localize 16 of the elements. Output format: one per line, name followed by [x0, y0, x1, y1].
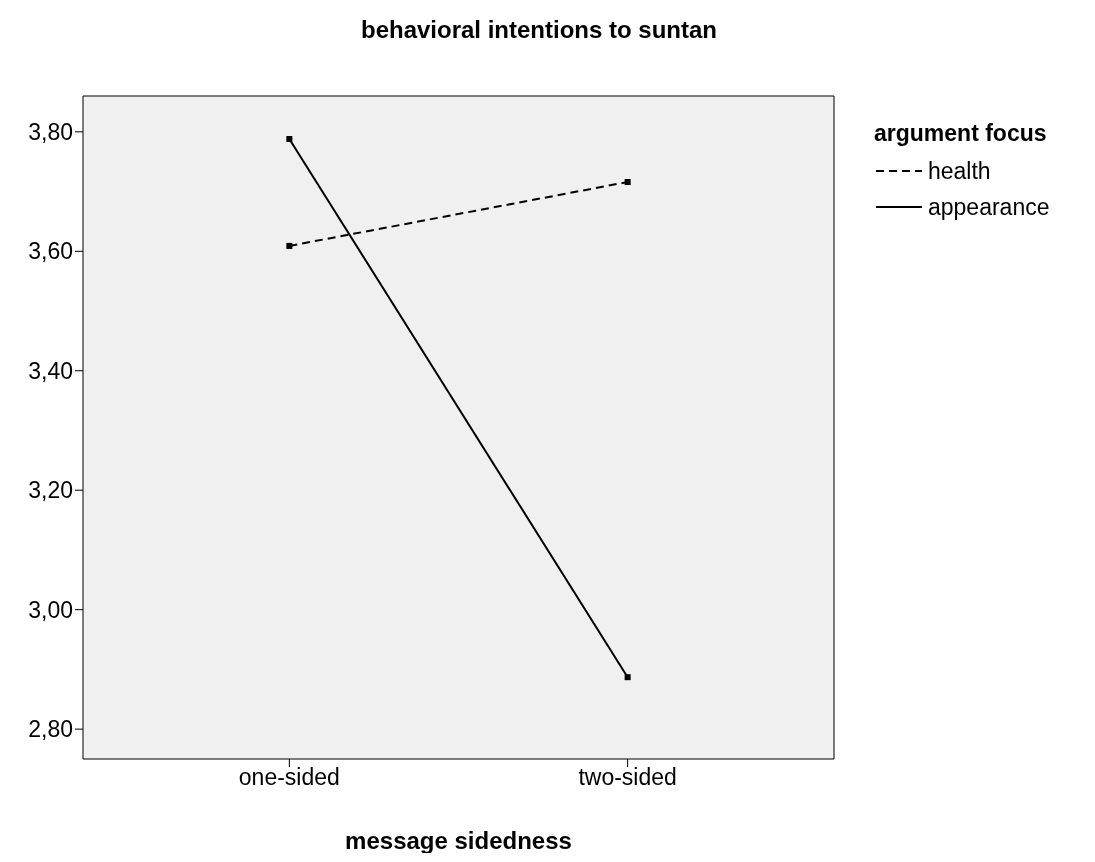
y-tick-label: 3,00	[28, 596, 73, 623]
point	[624, 179, 631, 186]
legend-title: argument focus	[874, 120, 1048, 147]
point	[624, 674, 631, 681]
chart-title: behavioral intentions to suntan	[360, 16, 718, 44]
y-tick-label: 3,20	[28, 477, 73, 504]
point	[286, 136, 293, 143]
x-tick-label: one-sided	[238, 764, 340, 791]
y-tick-label: 3,60	[28, 238, 73, 265]
y-tick-label: 3,80	[28, 119, 73, 145]
legend-label: health	[928, 157, 991, 185]
point	[286, 242, 293, 249]
y-tick-label: 3,40	[28, 357, 73, 384]
x-tick-label: two-sided	[578, 764, 677, 791]
legend-label: appearance	[928, 193, 1050, 221]
y-tick-label: 2,80	[28, 716, 73, 743]
